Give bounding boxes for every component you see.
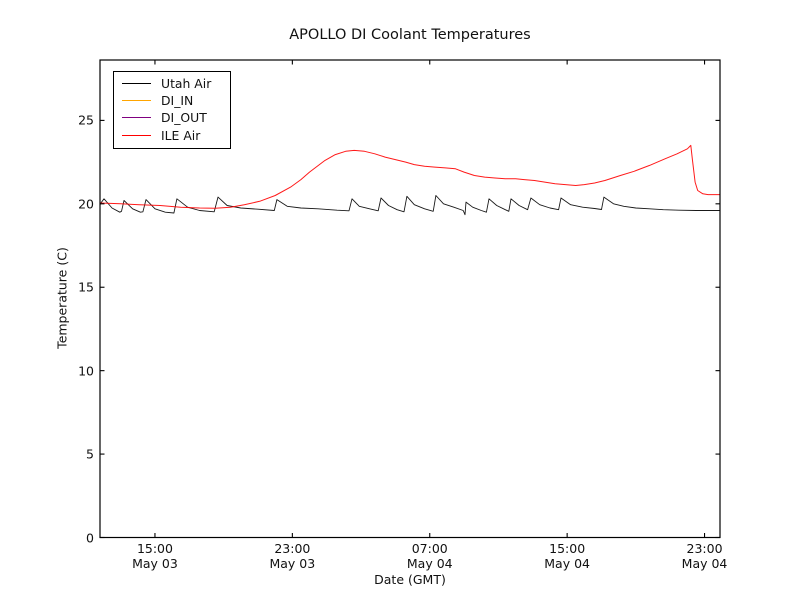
x-tick-date: May 03 bbox=[269, 556, 316, 571]
chart-title: APOLLO DI Coolant Temperatures bbox=[289, 27, 531, 43]
x-tick-label: 23:00 May 03 bbox=[252, 541, 332, 571]
legend-line-icon bbox=[122, 100, 151, 102]
y-tick-label: 0 bbox=[86, 530, 94, 545]
x-tick-label: 15:00 May 03 bbox=[115, 541, 195, 571]
y-tick-label: 20 bbox=[78, 196, 94, 212]
y-tick-label: 5 bbox=[86, 446, 94, 462]
series-line-ile-air bbox=[99, 144, 720, 209]
plot-frame bbox=[99, 59, 721, 539]
legend-line-icon bbox=[122, 117, 151, 119]
y-axis-label: Temperature (C) bbox=[54, 247, 70, 349]
legend-item: DI_IN bbox=[114, 92, 230, 109]
legend-label: ILE Air bbox=[161, 127, 201, 143]
x-tick-label: 07:00 May 04 bbox=[390, 541, 470, 571]
y-tick-label: 15 bbox=[78, 279, 94, 295]
x-tick-time: 23:00 bbox=[686, 541, 723, 556]
legend-label: DI_OUT bbox=[161, 110, 207, 126]
legend-item: Utah Air bbox=[114, 75, 230, 92]
legend-item: ILE Air bbox=[114, 127, 230, 144]
x-tick-date: May 04 bbox=[544, 556, 590, 571]
legend-line-icon bbox=[122, 83, 151, 85]
legend-item: DI_OUT bbox=[114, 109, 230, 126]
legend-box: Utah Air DI_IN DI_OUT ILE Air bbox=[113, 71, 231, 149]
x-tick-time: 15:00 bbox=[549, 541, 586, 556]
legend-label: DI_IN bbox=[161, 93, 194, 109]
x-axis-label: Date (GMT) bbox=[374, 572, 446, 587]
x-tick-date: May 04 bbox=[681, 556, 728, 571]
x-tick-label: 23:00 May 04 bbox=[665, 541, 745, 571]
legend-label: Utah Air bbox=[161, 76, 212, 92]
x-tick-date: May 03 bbox=[132, 556, 178, 571]
series-line-utah-air bbox=[99, 195, 720, 216]
x-tick-time: 23:00 bbox=[274, 541, 311, 556]
legend-line-icon bbox=[122, 134, 151, 136]
x-tick-date: May 04 bbox=[406, 556, 453, 571]
x-tick-time: 07:00 bbox=[411, 541, 448, 556]
x-tick-time: 15:00 bbox=[136, 541, 173, 556]
y-tick-label: 10 bbox=[78, 363, 94, 379]
y-tick-label: 25 bbox=[78, 112, 94, 128]
x-tick-label: 15:00 May 04 bbox=[527, 541, 607, 571]
